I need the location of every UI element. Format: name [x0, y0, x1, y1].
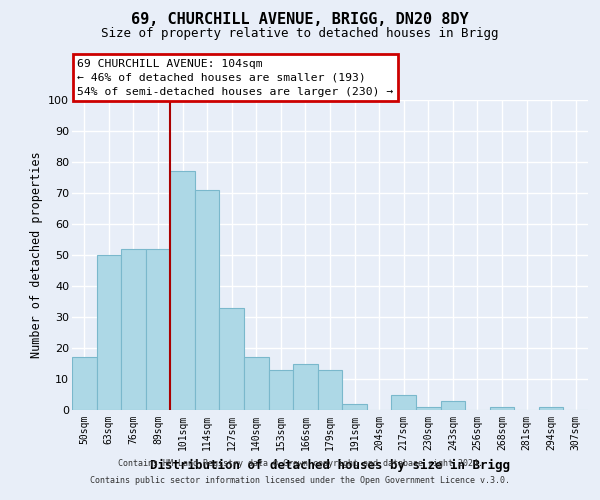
Bar	[220, 308, 244, 410]
Bar	[539, 407, 563, 410]
Bar	[440, 400, 465, 410]
Bar	[293, 364, 318, 410]
Bar	[490, 407, 514, 410]
Text: Contains HM Land Registry data © Crown copyright and database right 2024.: Contains HM Land Registry data © Crown c…	[118, 458, 482, 468]
Bar	[244, 358, 269, 410]
X-axis label: Distribution of detached houses by size in Brigg: Distribution of detached houses by size …	[150, 458, 510, 471]
Bar	[269, 370, 293, 410]
Bar	[170, 172, 195, 410]
Bar	[97, 255, 121, 410]
Y-axis label: Number of detached properties: Number of detached properties	[29, 152, 43, 358]
Text: Size of property relative to detached houses in Brigg: Size of property relative to detached ho…	[101, 28, 499, 40]
Bar	[121, 249, 146, 410]
Bar	[416, 407, 440, 410]
Bar	[391, 394, 416, 410]
Text: 69, CHURCHILL AVENUE, BRIGG, DN20 8DY: 69, CHURCHILL AVENUE, BRIGG, DN20 8DY	[131, 12, 469, 28]
Text: 69 CHURCHILL AVENUE: 104sqm
← 46% of detached houses are smaller (193)
54% of se: 69 CHURCHILL AVENUE: 104sqm ← 46% of det…	[77, 59, 394, 97]
Bar	[342, 404, 367, 410]
Text: Contains public sector information licensed under the Open Government Licence v.: Contains public sector information licen…	[90, 476, 510, 485]
Bar	[146, 249, 170, 410]
Bar	[318, 370, 342, 410]
Bar	[195, 190, 220, 410]
Bar	[72, 358, 97, 410]
